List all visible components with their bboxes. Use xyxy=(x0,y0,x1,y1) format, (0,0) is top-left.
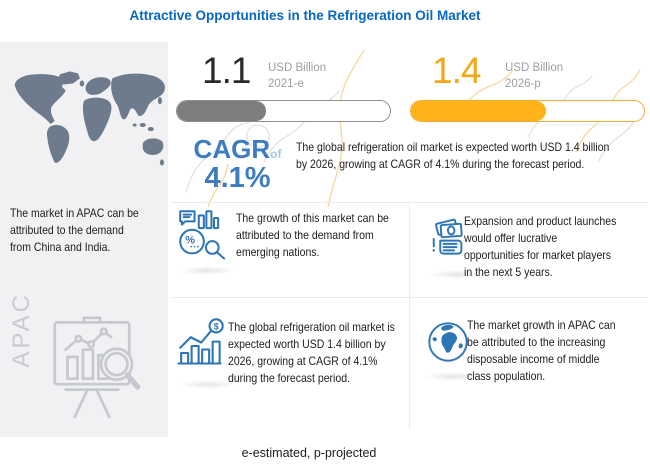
globe-icon xyxy=(428,322,468,362)
quadrant-text-market-forecast: The global refrigeration oil market is e… xyxy=(228,320,395,386)
grid-divider-top xyxy=(172,202,648,203)
page-title: Attractive Opportunities in the Refriger… xyxy=(129,8,481,23)
grid-divider-vertical xyxy=(409,202,410,430)
icon-shadow xyxy=(180,380,238,389)
percent-glyph: % xyxy=(185,234,195,246)
apac-description: The market in APAC can be attributed to … xyxy=(10,206,139,255)
quadrant-text-emerging-nations: The growth of this market can be attribu… xyxy=(236,211,389,260)
quadrant-text-expansion: Expansion and product launches would off… xyxy=(464,214,617,280)
market-analysis-icon: % xyxy=(179,210,226,260)
progress-bar-2026-fill xyxy=(411,101,547,121)
growth-chart-dollar-icon: $ xyxy=(177,318,224,365)
world-map-icon xyxy=(14,71,165,166)
progress-bar-2021 xyxy=(176,100,391,122)
progress-bar-2026 xyxy=(410,100,645,122)
icon-shadow xyxy=(428,270,486,279)
cagr-of-word: of xyxy=(270,147,282,161)
market-value-2026-meta: USD Billion 2026-p xyxy=(505,61,563,92)
apac-side-panel: The market in APAC can be attributed to … xyxy=(0,42,168,437)
footer-note: e-estimated, p-projected xyxy=(241,446,377,460)
market-summary-text: The global refrigeration oil market is e… xyxy=(296,140,610,172)
market-value-2026: 1.4 xyxy=(432,50,481,91)
period-label: 2021-e xyxy=(268,77,304,90)
apac-vertical-label: APAC xyxy=(8,292,35,368)
cagr-value: 4.1% xyxy=(204,162,271,194)
grid-divider-middle xyxy=(172,297,648,298)
chart-easel-magnifier-icon xyxy=(53,316,141,419)
unit-label: USD Billion xyxy=(268,62,327,74)
icon-shadow xyxy=(178,266,236,275)
cash-hand-icon xyxy=(432,218,463,255)
cagr-block: CAGRof 4.1% xyxy=(190,136,285,195)
quadrant-text-apac-growth: The market growth in APAC can be attribu… xyxy=(467,318,616,384)
market-value-2021: 1.1 xyxy=(202,50,251,91)
dollar-glyph: $ xyxy=(214,321,219,331)
icon-shadow xyxy=(424,372,482,381)
unit-label: USD Billion xyxy=(505,62,564,74)
period-label: 2026-p xyxy=(505,77,541,90)
progress-bar-2021-fill xyxy=(177,101,267,121)
market-value-2021-meta: USD Billion 2021-e xyxy=(268,61,326,92)
cagr-label: CAGR xyxy=(193,134,271,164)
